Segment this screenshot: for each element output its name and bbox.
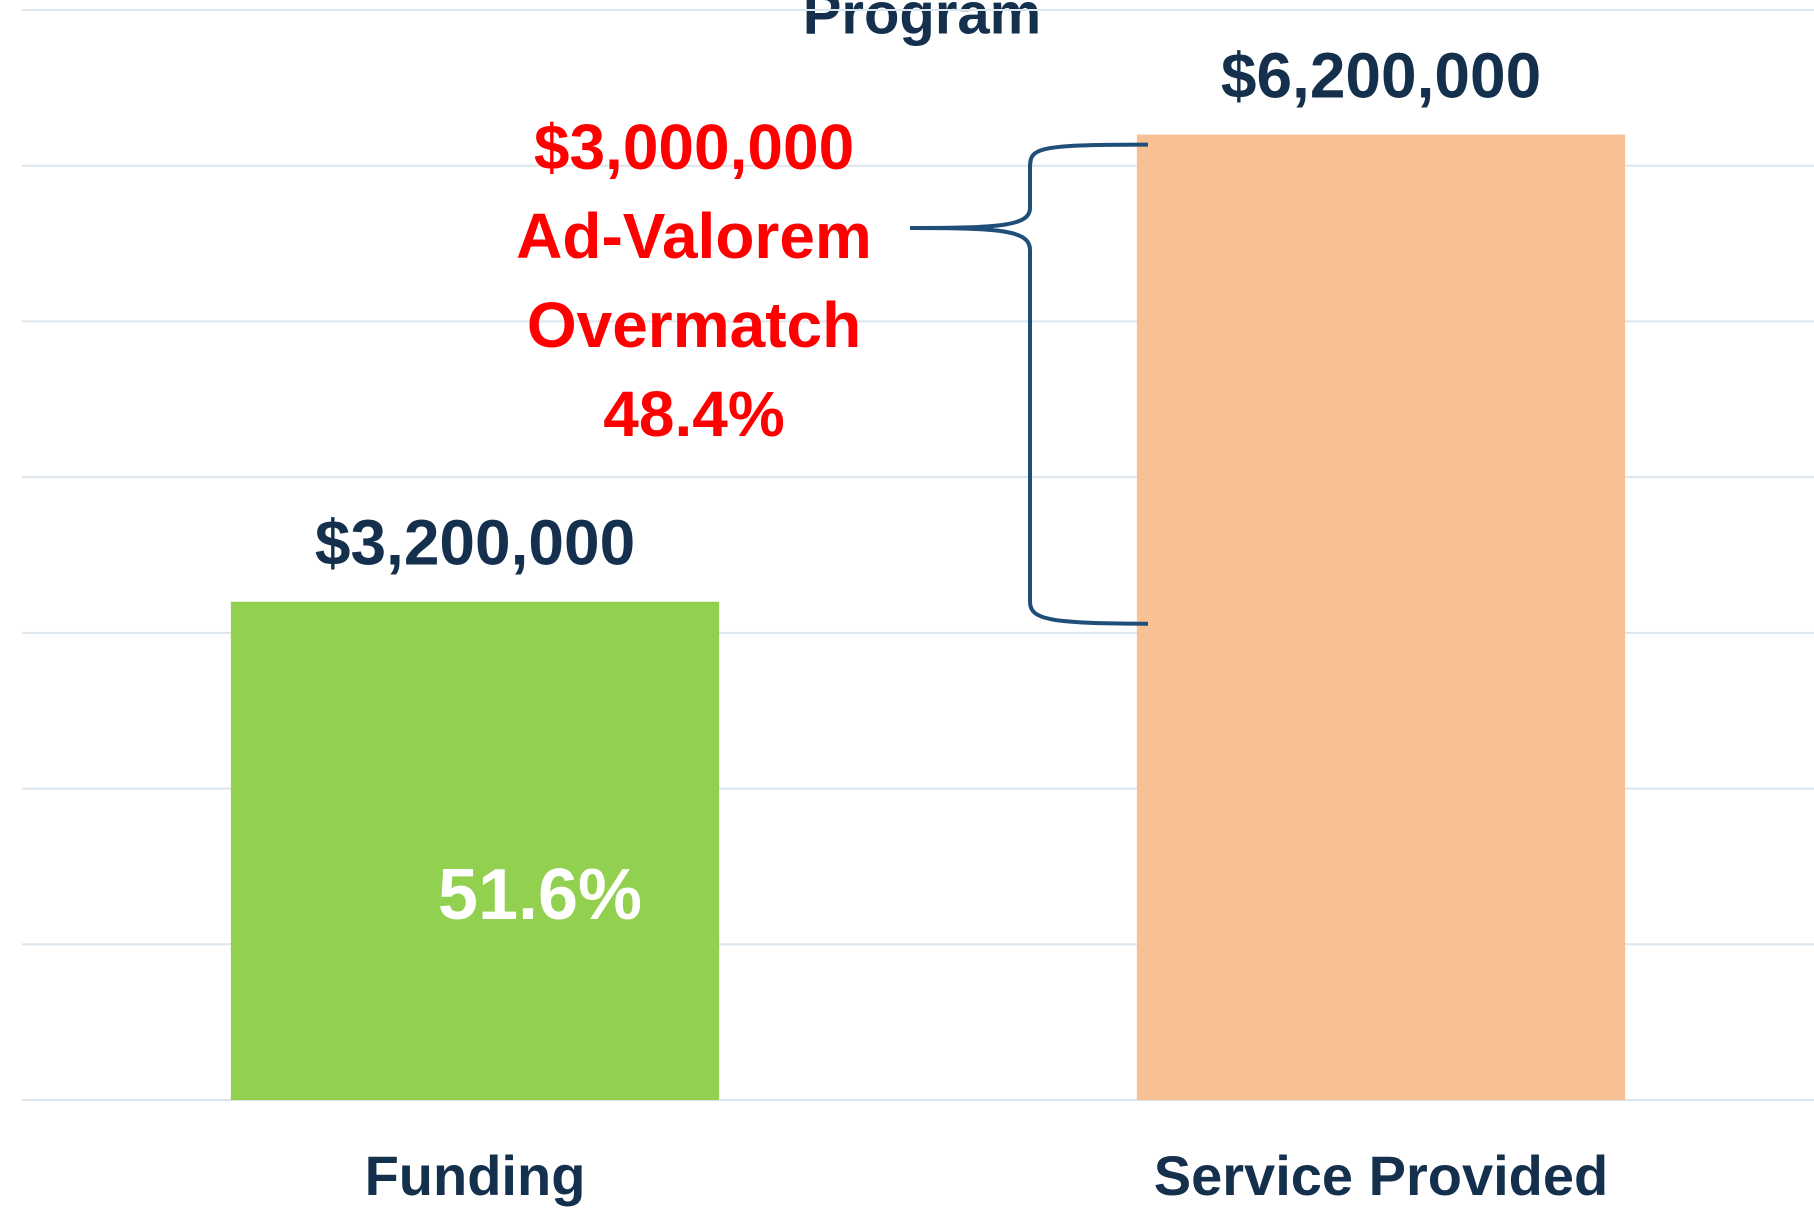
brace [909, 142, 1149, 626]
bar [230, 601, 720, 1100]
chart-title: Program [803, 0, 1042, 46]
x-tick-label: Funding [365, 1144, 586, 1207]
annotation-text: 51.6% [438, 855, 642, 935]
x-tick-label: Service Provided [1154, 1144, 1608, 1207]
bar [1136, 134, 1626, 1101]
annotation-text: Ad-Valorem [516, 200, 872, 272]
value-label: $6,200,000 [1221, 39, 1541, 111]
value-label: $3,200,000 [315, 507, 635, 579]
annotation-text: Overmatch [527, 289, 861, 361]
annotation-text: 48.4% [603, 378, 784, 450]
annotation-text: $3,000,000 [534, 111, 854, 183]
